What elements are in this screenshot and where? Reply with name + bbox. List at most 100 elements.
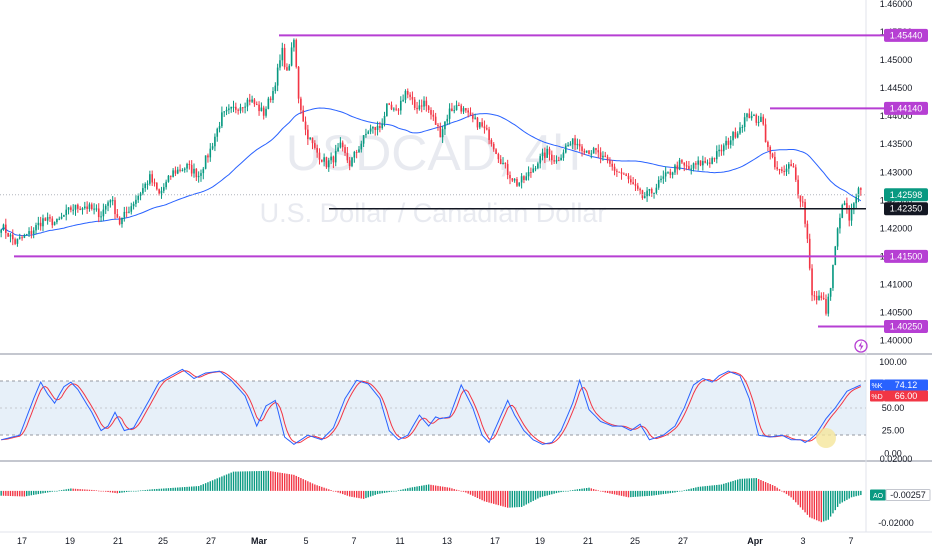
- ao-bar: [509, 490, 511, 508]
- ao-bar: [850, 490, 853, 498]
- ao-bar: [179, 487, 181, 491]
- candle-body: [265, 108, 267, 116]
- ao-bar: [767, 483, 769, 491]
- candle-body: [74, 204, 77, 210]
- ao-bar: [623, 490, 625, 497]
- candle-body: [630, 179, 632, 183]
- ao-bar: [267, 470, 270, 491]
- candle-body: [241, 107, 244, 109]
- candle-body: [499, 159, 502, 165]
- ao-tick-labels: 0.02000 -0.02000: [878, 454, 914, 528]
- ao-bar: [616, 490, 618, 495]
- candle-body: [209, 148, 212, 158]
- candle-body: [267, 98, 270, 109]
- ao-bar: [609, 490, 611, 494]
- candle-body: [202, 168, 205, 174]
- candle-body: [279, 60, 281, 68]
- candle-body: [532, 168, 535, 173]
- ao-bar: [792, 490, 795, 500]
- ao-bar: [439, 486, 441, 491]
- ao-bar: [746, 478, 748, 491]
- candle-body: [855, 196, 858, 204]
- ao-bar: [60, 490, 63, 491]
- candle-body: [393, 108, 395, 110]
- ao-tick: 0.02000: [880, 454, 913, 464]
- candle-body: [583, 150, 586, 153]
- candle-body: [639, 188, 641, 191]
- ao-bar: [674, 490, 676, 493]
- ao-bar: [820, 490, 823, 523]
- ao-bar: [539, 490, 541, 498]
- ao-bar: [123, 490, 126, 493]
- horizontal-levels[interactable]: [0, 34, 866, 328]
- candle-body: [300, 98, 302, 111]
- candle-body: [604, 155, 607, 157]
- ao-bar: [207, 482, 209, 491]
- ao-bar: [802, 490, 804, 510]
- ao-bar: [348, 490, 351, 497]
- ao-bar: [748, 478, 751, 491]
- ao-value: -0.00257: [890, 490, 926, 500]
- ao-bar: [497, 490, 500, 506]
- ao-bar: [77, 488, 79, 491]
- candle-body: [30, 231, 33, 234]
- ao-bar: [699, 486, 702, 491]
- candle-body: [39, 222, 42, 227]
- candle-body: [216, 128, 219, 137]
- ao-bar: [462, 490, 465, 492]
- candle-body: [525, 176, 528, 180]
- candle-body: [597, 150, 600, 153]
- price-axis[interactable]: [866, 0, 932, 550]
- candle-body: [186, 163, 188, 169]
- candle-body: [430, 110, 432, 115]
- ao-bar: [230, 472, 232, 491]
- candle-body: [137, 195, 140, 200]
- candle-body: [9, 234, 12, 237]
- ao-bar: [516, 490, 518, 508]
- ao-bar: [588, 487, 590, 491]
- ao-bar: [86, 489, 88, 491]
- ao-bar: [750, 478, 753, 491]
- candle-body: [139, 193, 142, 196]
- candle-body: [21, 237, 23, 239]
- ao-bar: [209, 481, 211, 491]
- ao-bar: [741, 478, 744, 491]
- candle-body: [794, 167, 797, 180]
- ao-bar: [12, 490, 14, 497]
- candle-body: [235, 106, 237, 110]
- level-tag: [884, 319, 928, 333]
- ao-bar: [720, 484, 723, 491]
- candle-body: [822, 297, 825, 300]
- ao-bar: [567, 490, 569, 492]
- date-labels[interactable]: 17 19 21 25 27 Mar 5 7 11 13 17 19 21 25 27 Apr 3 7: [17, 536, 854, 546]
- ao-bar: [465, 490, 467, 493]
- ao-bar: [337, 490, 339, 493]
- ao-bar: [474, 490, 476, 497]
- support-tag: [884, 202, 928, 216]
- ao-bar: [402, 489, 404, 491]
- candle-body: [200, 173, 202, 176]
- candle-body: [481, 122, 483, 127]
- candle-body: [678, 160, 681, 170]
- candle-body: [272, 91, 274, 100]
- ao-bar: [734, 480, 737, 491]
- candle-body: [288, 65, 291, 71]
- date-label: 17: [17, 536, 27, 546]
- main-pane[interactable]: [0, 0, 866, 352]
- candle-body: [785, 168, 788, 172]
- candle-body: [130, 206, 133, 212]
- candle-body: [474, 117, 476, 119]
- candle-body: [281, 47, 284, 61]
- candle-body: [576, 143, 579, 146]
- candle-body: [495, 149, 497, 155]
- candle-body: [783, 170, 785, 172]
- candle-body: [797, 179, 799, 196]
- ao-bar: [646, 490, 648, 497]
- candle-body: [246, 99, 249, 107]
- candle-body: [634, 184, 637, 186]
- candle-body: [741, 127, 744, 129]
- ao-bar: [253, 471, 256, 491]
- flash-icon[interactable]: [854, 339, 868, 353]
- ao-bar: [365, 490, 367, 499]
